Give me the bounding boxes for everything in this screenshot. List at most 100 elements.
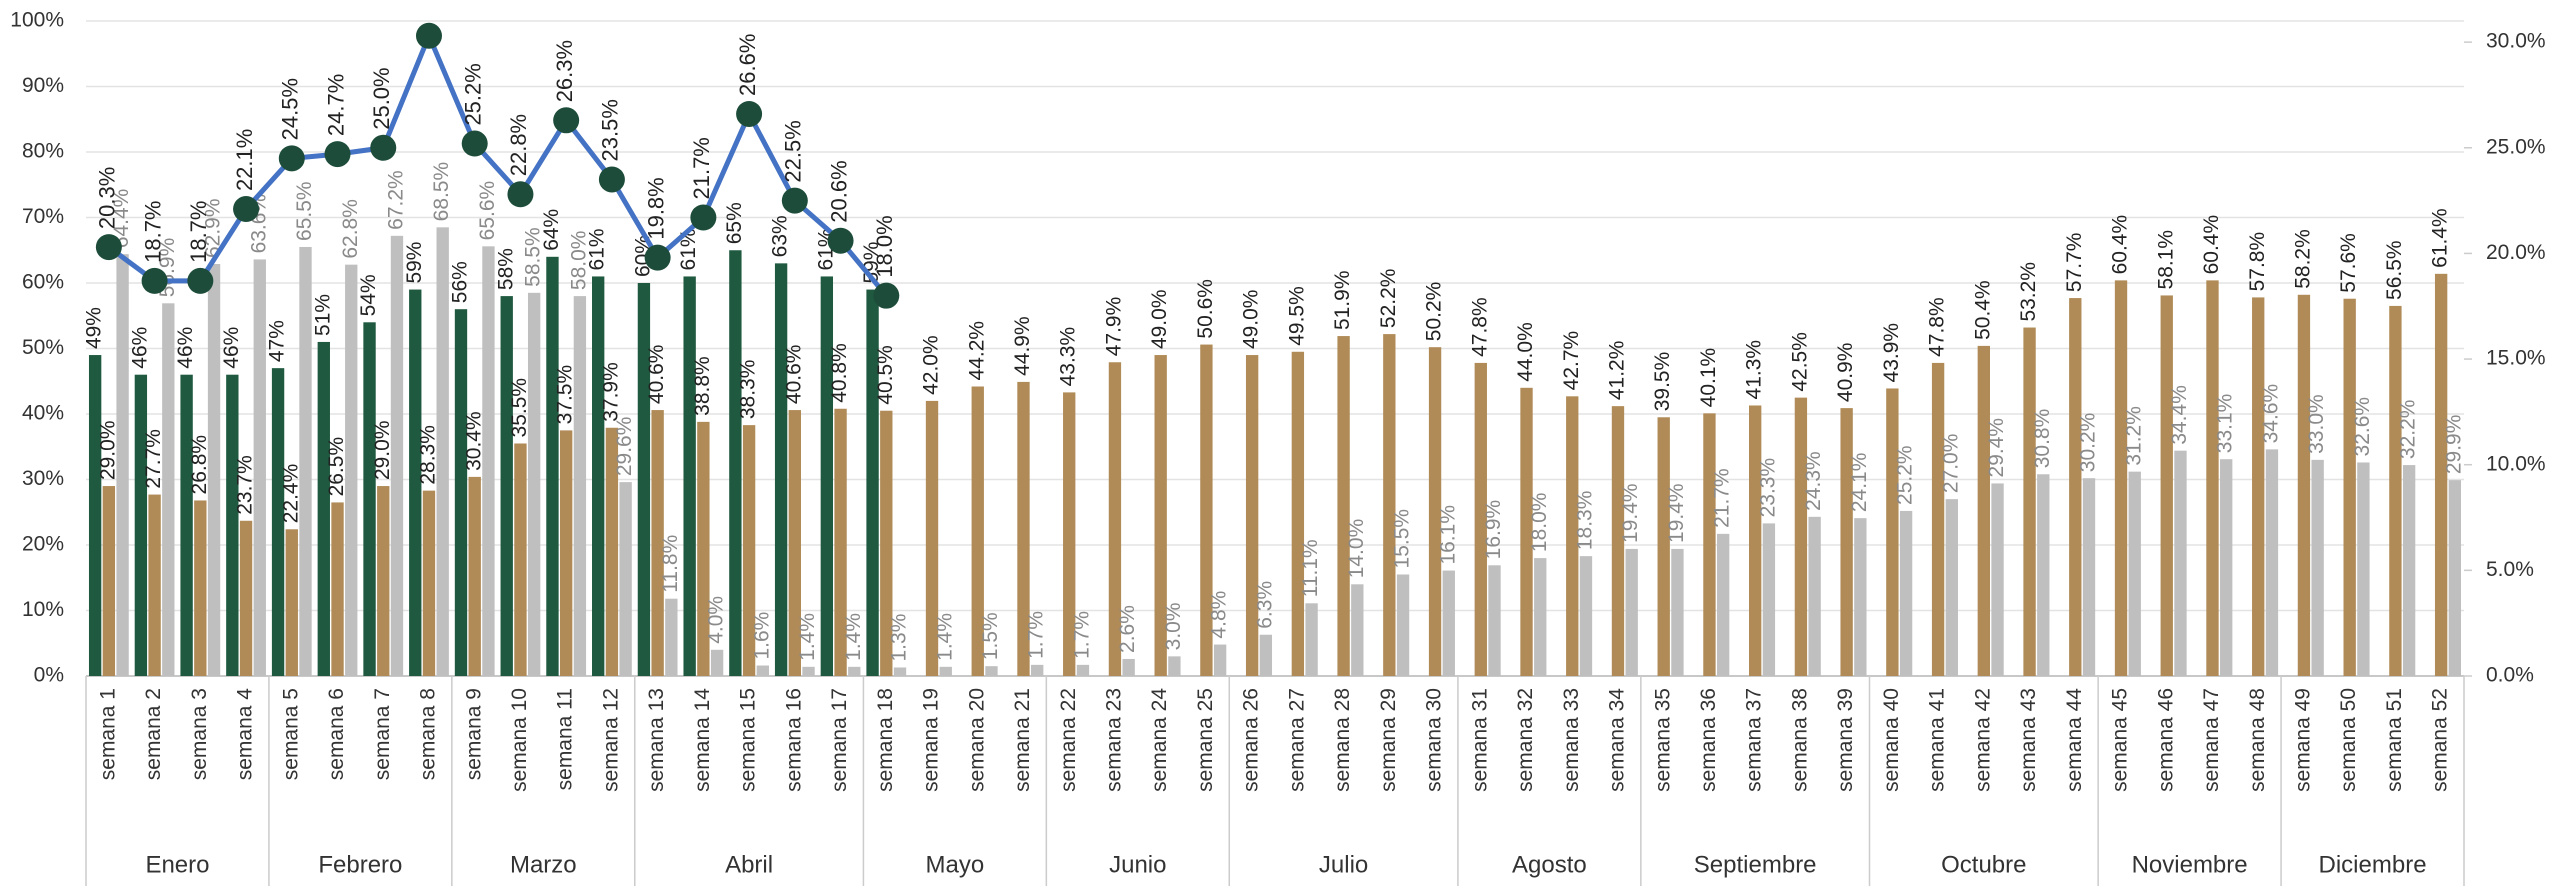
line-marker (187, 267, 214, 294)
x-tick-label: semana 32 (1514, 688, 1537, 792)
data-label: 37.9% (599, 362, 622, 422)
bar (1259, 634, 1273, 676)
data-label: 41.2% (1606, 341, 1629, 401)
y-tick-label: 40% (22, 402, 64, 425)
x-tick-label: semana 37 (1743, 688, 1766, 792)
bar (1748, 405, 1762, 676)
y-tick-label: 10% (22, 598, 64, 621)
line-label: 26.3% (552, 40, 577, 102)
data-label: 57.7% (2063, 233, 2086, 293)
data-label: 59% (403, 242, 426, 284)
y-tick-label: 20% (22, 533, 64, 556)
bar (1899, 510, 1913, 676)
bar (925, 400, 939, 676)
data-label: 47.8% (1926, 297, 1949, 357)
x-tick-label: semana 18 (874, 688, 897, 792)
data-label: 28.3% (417, 425, 440, 485)
x-tick-label: semana 30 (1423, 688, 1446, 792)
bar (2174, 450, 2187, 676)
x-tick-label: semana 34 (1606, 688, 1629, 792)
bar (1854, 518, 1867, 676)
line-marker (598, 166, 625, 193)
bar (1716, 533, 1730, 676)
data-label: 43.9% (1880, 323, 1903, 383)
data-label: 32.2% (2397, 400, 2420, 460)
x-tick-label: semana 33 (1560, 688, 1583, 792)
bar (2343, 298, 2356, 676)
data-label: 54% (357, 274, 380, 316)
data-label: 46% (128, 327, 151, 369)
bar (1977, 345, 1991, 676)
bar (207, 264, 221, 676)
data-label: 18.0% (1528, 493, 1551, 553)
bar (683, 276, 696, 676)
data-label: 63% (769, 215, 792, 257)
data-label: 2.6% (1116, 605, 1139, 653)
bar (1291, 351, 1305, 676)
data-label: 46% (220, 327, 243, 369)
data-label: 57.8% (2246, 232, 2269, 292)
bar (605, 427, 619, 676)
x-tick-label: semana 52 (2429, 688, 2452, 792)
data-label: 58.0% (567, 231, 590, 291)
x-tick-label: semana 1 (96, 688, 119, 780)
bar (1762, 523, 1776, 676)
bar (1808, 516, 1821, 676)
data-label: 24.1% (1848, 453, 1871, 513)
bar (482, 246, 495, 676)
data-label: 68.5% (430, 162, 453, 222)
x-tick-label: semana 31 (1468, 688, 1491, 792)
line-marker (644, 244, 671, 271)
group-label: Septiembre (1694, 851, 1817, 878)
bar (2082, 478, 2096, 676)
bar (880, 410, 893, 676)
data-label: 4.8% (1208, 591, 1231, 639)
line-label: 18.0% (872, 215, 897, 277)
x-tick-label: semana 36 (1697, 688, 1720, 792)
line-marker (370, 134, 397, 161)
x-tick-label: semana 21 (1011, 688, 1034, 792)
data-label: 18.3% (1574, 491, 1597, 551)
x-tick-label: semana 23 (1102, 688, 1125, 792)
x-tick-label: semana 4 (234, 688, 257, 781)
data-label: 40.8% (828, 343, 851, 403)
bar (88, 355, 102, 676)
data-label: 19.4% (1665, 483, 1688, 543)
group-label: Marzo (510, 851, 577, 878)
data-label: 1.7% (1070, 611, 1093, 659)
x-tick-label: semana 38 (1788, 688, 1811, 792)
y-tick-label: 100% (10, 9, 64, 32)
data-label: 26.8% (188, 435, 211, 495)
x-tick-label: semana 26 (1240, 688, 1263, 792)
data-label: 40.6% (645, 345, 668, 405)
bar (729, 250, 742, 676)
line-marker (278, 145, 305, 172)
data-label: 49.5% (1285, 286, 1308, 346)
bar (1396, 574, 1410, 676)
bar (1154, 355, 1167, 676)
bar (971, 386, 984, 676)
bar (390, 235, 404, 676)
data-label: 65.6% (476, 181, 499, 241)
bar (985, 666, 998, 676)
bar (226, 374, 239, 676)
data-label: 42.0% (920, 335, 943, 395)
data-label: 58% (494, 248, 517, 290)
line-label: 25.0% (369, 67, 394, 129)
line-label: 22.5% (781, 120, 806, 182)
data-label: 1.7% (1025, 611, 1048, 659)
bar (1442, 570, 1455, 676)
x-tick-label: semana 9 (462, 688, 485, 780)
data-label: 21.7% (1711, 468, 1734, 528)
bar (363, 322, 376, 676)
bar (239, 520, 253, 676)
bar (1931, 362, 1945, 676)
y-tick-label: 90% (22, 74, 64, 97)
data-label: 58.1% (2154, 230, 2177, 290)
data-label: 42.5% (1788, 332, 1811, 392)
bar (1213, 644, 1227, 676)
data-label: 6.3% (1253, 581, 1276, 629)
data-label: 39.5% (1651, 352, 1674, 412)
line-label: 24.5% (278, 78, 303, 140)
bar (285, 529, 298, 676)
